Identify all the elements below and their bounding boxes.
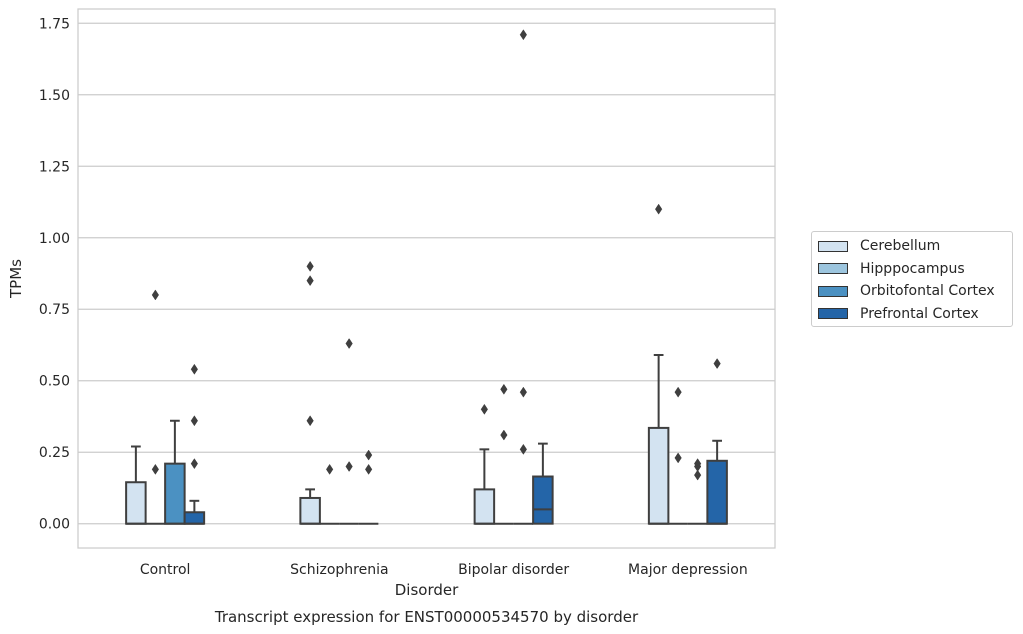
box (183, 363, 206, 525)
x-axis-label: Disorder (395, 581, 459, 599)
plot-frame (77, 8, 776, 549)
legend-item: Cerebellum (812, 235, 1012, 258)
outlier-point (694, 469, 702, 481)
box (125, 445, 147, 525)
box (164, 419, 186, 525)
box-body (183, 511, 206, 525)
y-gridlines (78, 22, 775, 525)
box (319, 463, 340, 525)
box (687, 458, 708, 525)
outlier-point (500, 429, 508, 441)
legend-label: Cerebellum (860, 238, 941, 255)
legend-item: Hipppocampus (812, 258, 1012, 281)
box-body (706, 459, 728, 525)
outlier-point (190, 415, 198, 427)
legend-label: Hipppocampus (860, 260, 965, 277)
box (706, 358, 728, 525)
y-tick-label: 0.50 (39, 374, 70, 390)
box (145, 289, 166, 525)
box-body (647, 426, 670, 525)
legend-swatch (818, 308, 848, 320)
outlier-point (365, 463, 373, 475)
box-body (299, 496, 321, 525)
legend-swatch (818, 263, 848, 275)
x-tick-label: Control (140, 562, 191, 578)
outlier-point (713, 358, 721, 370)
outlier-point (674, 452, 682, 464)
legend-label: Prefrontal Cortex (860, 305, 979, 322)
outlier-point (306, 415, 314, 427)
x-tick-label: Major depression (628, 562, 748, 578)
box (668, 386, 688, 525)
y-tick-label: 1.75 (39, 16, 70, 32)
box (647, 203, 670, 525)
box (358, 449, 379, 525)
outlier-point (190, 363, 198, 375)
box-body (532, 475, 554, 525)
box (513, 29, 534, 525)
legend-swatch (818, 285, 848, 297)
outlier-point (480, 403, 488, 415)
outlier-point (306, 275, 314, 287)
legend-swatch (818, 240, 848, 252)
outlier-point (151, 289, 159, 301)
series-hipppocampus (145, 289, 688, 525)
outlier-point (500, 383, 508, 395)
outlier-point (519, 443, 527, 455)
x-tick-label: Bipolar disorder (458, 562, 569, 578)
box-series (125, 29, 728, 525)
y-tick-labels: 0.00 0.25 0.50 0.75 1.00 1.25 1.50 1.75 (39, 16, 70, 532)
y-tick-label: 1.50 (39, 88, 70, 104)
box-body (473, 488, 496, 525)
y-tick-label: 0.25 (39, 445, 70, 461)
outlier-point (519, 29, 527, 41)
outlier-point (190, 458, 198, 470)
legend: Cerebellum Hipppocampus Orbitofontal Corte… (811, 231, 1013, 327)
y-tick-label: 1.00 (39, 231, 70, 247)
box (494, 383, 514, 525)
outlier-point (345, 461, 353, 472)
box (473, 403, 496, 525)
series-orbitofontal-cortex (164, 29, 708, 525)
outlier-point (519, 386, 527, 398)
y-tick-label: 1.25 (39, 159, 70, 175)
legend-label: Orbitofontal Cortex (860, 283, 995, 300)
series-cerebellum (125, 203, 670, 525)
outlier-point (326, 463, 334, 475)
legend-item: Orbitofontal Cortex (812, 280, 1012, 303)
series-prefrontal-cortex (183, 358, 728, 525)
outlier-point (694, 458, 702, 470)
outlier-point (655, 203, 663, 215)
box (299, 260, 321, 525)
x-tick-labels: Control Schizophrenia Bipolar disorder Majo… (140, 562, 748, 578)
chart-caption: Transcript expression for ENST0000053457… (214, 608, 639, 626)
box-body (164, 462, 186, 525)
box (339, 338, 359, 525)
x-tick-label: Schizophrenia (290, 562, 388, 578)
outlier-point (365, 449, 373, 461)
box-body (125, 481, 147, 525)
y-axis-label: TPMs (7, 259, 25, 299)
outlier-point (674, 386, 682, 398)
outlier-point (345, 338, 353, 350)
legend-item: Prefrontal Cortex (812, 303, 1012, 326)
outlier-point (151, 463, 159, 475)
box (532, 442, 554, 525)
outlier-point (306, 260, 314, 272)
y-tick-label: 0.75 (39, 302, 70, 318)
y-tick-label: 0.00 (39, 517, 70, 533)
